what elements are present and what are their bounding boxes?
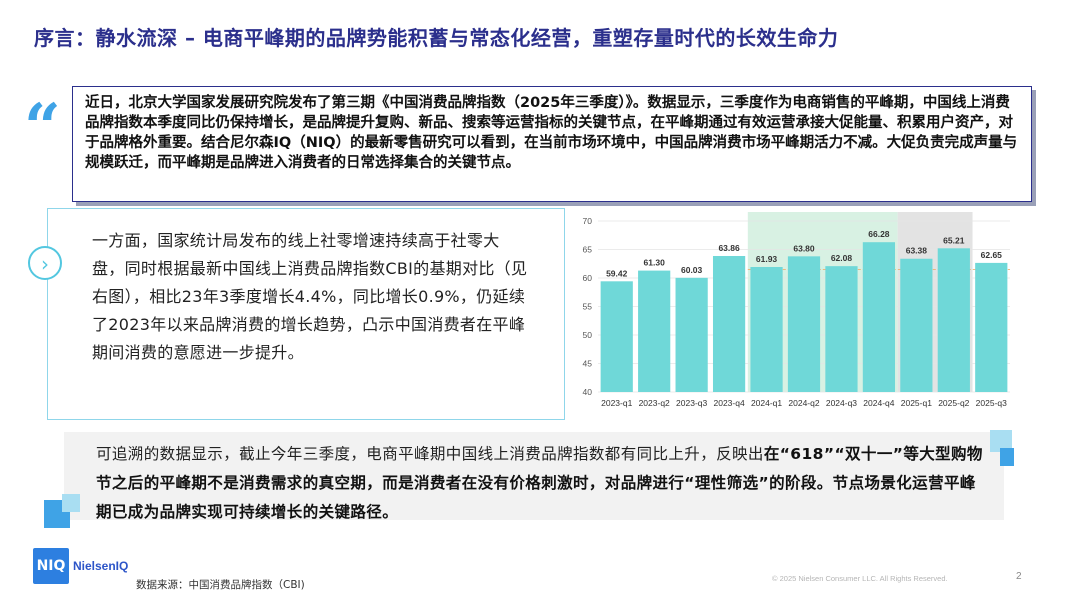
data-label: 65.21 bbox=[943, 235, 965, 245]
y-tick-label: 60 bbox=[583, 273, 593, 283]
logo-mark: NIQ bbox=[33, 548, 69, 584]
page-title: 序言：静水流深 – 电商平峰期的品牌势能积蓄与常态化经营，重塑存量时代的长效生命… bbox=[34, 26, 839, 50]
bar bbox=[900, 258, 933, 392]
x-tick-label: 2025-q3 bbox=[976, 398, 1007, 408]
y-tick-label: 70 bbox=[583, 216, 593, 226]
decor-square bbox=[990, 430, 1012, 452]
x-tick-label: 2025-q1 bbox=[901, 398, 932, 408]
quote-box: 近日，北京大学国家发展研究院发布了第三期《中国消费品牌指数（2025年三季度）》… bbox=[72, 86, 1032, 202]
conclusion-prefix: 可追溯的数据显示，截止今年三季度，电商平峰期中国线上消费品牌指数都有同比上升，反… bbox=[96, 445, 764, 463]
left-panel-text: 一方面，国家统计局发布的线上社零增速持续高于社零大盘，同时根据最新中国线上消费品… bbox=[92, 231, 528, 362]
data-label: 60.03 bbox=[681, 265, 703, 275]
x-tick-label: 2023-q1 bbox=[601, 398, 632, 408]
page-number: 2 bbox=[1016, 571, 1022, 582]
chevron-right-icon: › bbox=[28, 246, 62, 280]
bar bbox=[675, 277, 708, 392]
data-label: 59.42 bbox=[606, 268, 628, 278]
x-tick-label: 2023-q4 bbox=[713, 398, 744, 408]
data-label: 66.28 bbox=[868, 229, 890, 239]
cbi-bar-chart: 59.42 61.30 60.03 63.86 61.93 63.80 62.08 66.28… bbox=[583, 212, 1010, 408]
logo-text: NielsenIQ bbox=[73, 559, 129, 573]
quote-icon: “ bbox=[24, 90, 61, 165]
y-tick-label: 55 bbox=[583, 302, 593, 312]
x-tick-label: 2024-q4 bbox=[863, 398, 894, 408]
bar bbox=[937, 248, 970, 392]
decor-square bbox=[62, 494, 80, 512]
data-label: 62.65 bbox=[981, 250, 1003, 260]
niq-logo: NIQ NielsenIQ bbox=[33, 548, 128, 584]
decor-square bbox=[1000, 448, 1014, 466]
copyright: © 2025 Nielsen Consumer LLC. All Rights … bbox=[772, 574, 948, 583]
y-tick-label: 40 bbox=[583, 387, 593, 397]
bar bbox=[750, 266, 783, 392]
data-label: 61.93 bbox=[756, 254, 778, 264]
data-label: 61.30 bbox=[644, 258, 666, 268]
x-tick-label: 2024-q1 bbox=[751, 398, 782, 408]
data-label: 63.38 bbox=[906, 246, 928, 256]
data-source: 数据来源：中国消费品牌指数（CBI) bbox=[136, 579, 305, 591]
bar bbox=[712, 255, 746, 392]
x-tick-label: 2023-q2 bbox=[639, 398, 670, 408]
bar bbox=[975, 262, 1008, 392]
x-tick-label: 2025-q2 bbox=[938, 398, 969, 408]
y-tick-label: 50 bbox=[583, 330, 593, 340]
bar bbox=[825, 266, 858, 392]
data-label: 62.08 bbox=[831, 253, 853, 263]
y-tick-label: 65 bbox=[583, 245, 593, 255]
conclusion-text: 可追溯的数据显示，截止今年三季度，电商平峰期中国线上消费品牌指数都有同比上升，反… bbox=[96, 440, 984, 527]
conclusion-box: 可追溯的数据显示，截止今年三季度，电商平峰期中国线上消费品牌指数都有同比上升，反… bbox=[64, 432, 1004, 521]
bar bbox=[787, 256, 821, 392]
y-tick-label: 45 bbox=[583, 359, 593, 369]
x-tick-label: 2024-q2 bbox=[788, 398, 819, 408]
left-panel: 一方面，国家统计局发布的线上社零增速持续高于社零大盘，同时根据最新中国线上消费品… bbox=[47, 208, 565, 420]
x-tick-label: 2023-q3 bbox=[676, 398, 707, 408]
bar bbox=[862, 242, 896, 392]
conclusion-bold: 在“618”“双十一”等大型购物节之后的平峰期不是消费需求的真空期，而是消费者在… bbox=[96, 445, 983, 521]
quote-text: 近日，北京大学国家发展研究院发布了第三期《中国消费品牌指数（2025年三季度）》… bbox=[85, 95, 1018, 171]
bar bbox=[600, 281, 633, 392]
data-label: 63.80 bbox=[793, 243, 815, 253]
x-tick-label: 2024-q3 bbox=[826, 398, 857, 408]
data-label: 63.86 bbox=[718, 243, 740, 253]
bar bbox=[638, 270, 671, 392]
